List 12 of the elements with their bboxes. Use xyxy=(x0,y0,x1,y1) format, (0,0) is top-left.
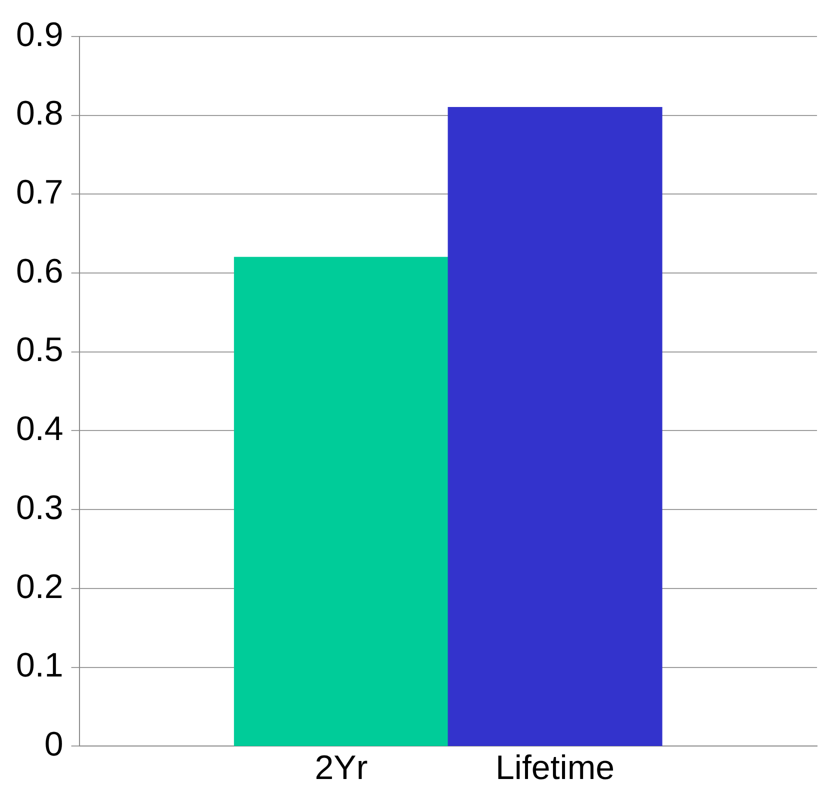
y-tick-label: 0.3 xyxy=(16,488,64,527)
y-tick-label: 0.1 xyxy=(16,646,64,685)
y-tick-label: 0.2 xyxy=(16,568,64,606)
y-tick-label: 0.9 xyxy=(16,16,64,54)
y-tick-label: 0.8 xyxy=(16,94,64,133)
y-tick-label: 0.5 xyxy=(16,331,64,370)
y-tick-label: 0 xyxy=(44,726,64,764)
x-tick-label: 2Yr xyxy=(314,748,368,787)
y-tick-label: 0.6 xyxy=(16,252,64,290)
x-tick-label: Lifetime xyxy=(496,748,615,787)
y-tick-label: 0.4 xyxy=(16,410,64,448)
y-tick-label: 0.7 xyxy=(16,174,64,212)
